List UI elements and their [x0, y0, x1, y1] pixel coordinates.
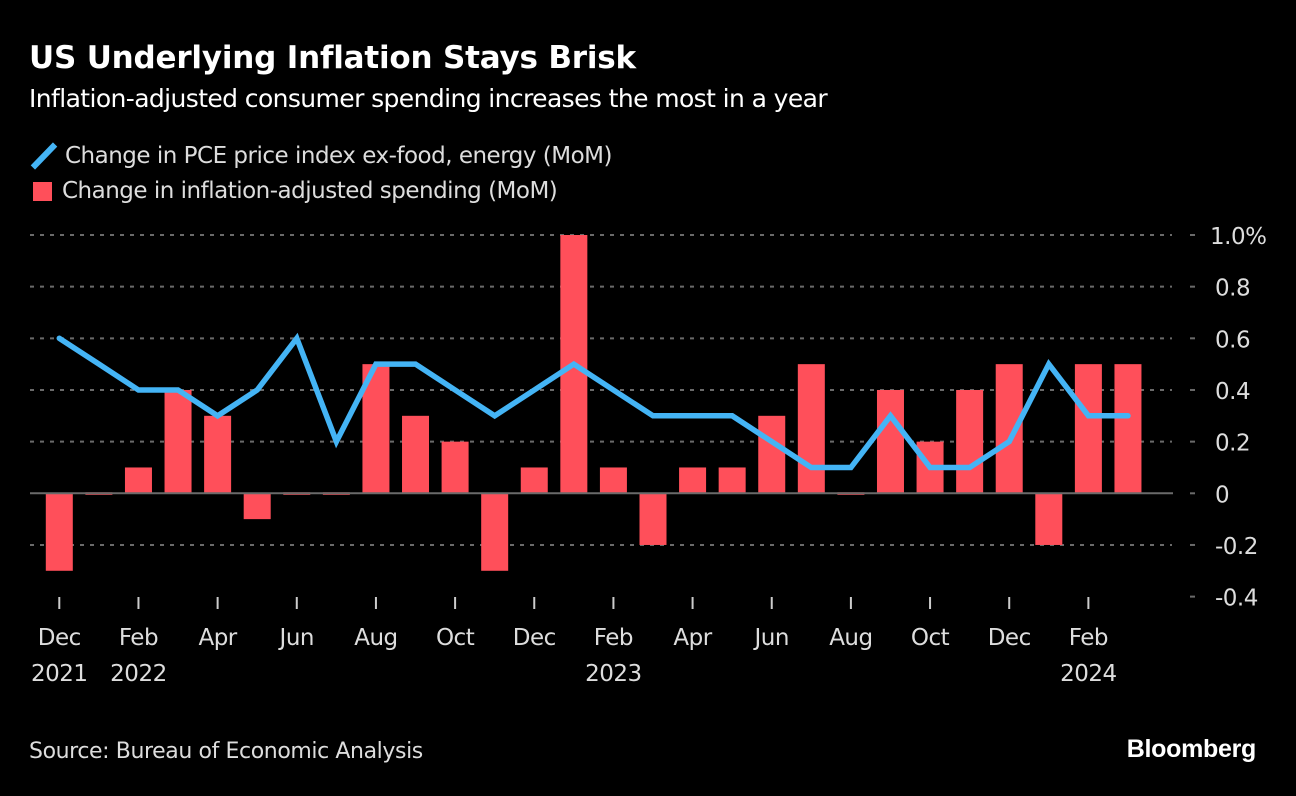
spending-bar [1035, 493, 1063, 545]
y-axis: 1.0% 0.8 0.6 0.4 0.2 0 -0.2 -0.4 [1190, 224, 1267, 612]
legend-item-spending: Change in inflation-adjusted spending (M… [29, 178, 558, 204]
legend-label-spending: Change in inflation-adjusted spending (M… [62, 178, 558, 204]
spending-bar [45, 493, 73, 571]
x-tick-year: 2024 [1060, 661, 1117, 687]
x-tick-label: Aug [829, 625, 872, 651]
x-tick-label: Apr [673, 625, 712, 651]
pce-line [56, 332, 1131, 471]
x-tick-year: 2022 [110, 661, 167, 687]
x-tick-year: 2021 [31, 661, 88, 687]
x-tick-label: Jun [753, 625, 789, 651]
spending-bar [718, 467, 746, 494]
source-note: Source: Bureau of Economic Analysis [29, 739, 423, 764]
x-tick-year: 2023 [585, 661, 642, 687]
legend-item-pce: Change in PCE price index ex-food, energ… [29, 142, 613, 170]
y-tick-label: 0.6 [1215, 327, 1250, 353]
spending-bar [679, 467, 707, 494]
x-tick-label: Dec [513, 625, 556, 651]
spending-bar [520, 467, 548, 494]
spending-bar [639, 493, 667, 545]
x-axis: Dec 2021 Feb 2022 Apr Jun Aug Oct Dec Feb 2023 Apr J… [31, 597, 1117, 687]
spending-bar [599, 467, 627, 494]
y-tick-label: -0.4 [1215, 586, 1258, 612]
spending-bar [124, 467, 152, 494]
spending-bar [402, 415, 430, 494]
spending-bar [204, 415, 232, 494]
y-tick-label: 1.0% [1210, 224, 1266, 250]
legend-label-pce: Change in PCE price index ex-food, energ… [65, 143, 613, 169]
y-tick-label: -0.2 [1215, 534, 1258, 560]
spending-bars [45, 235, 1142, 571]
x-tick-label: Feb [1069, 625, 1108, 651]
spending-bar [876, 389, 904, 494]
x-tick-label: Oct [436, 625, 475, 651]
spending-bar [164, 389, 192, 494]
x-tick-label: Jun [278, 625, 314, 651]
x-tick-label: Aug [354, 625, 397, 651]
spending-bar [1074, 364, 1102, 494]
y-tick-label: 0.2 [1215, 431, 1250, 457]
pce-line-series [56, 332, 1131, 471]
x-tick-label: Feb [594, 625, 633, 651]
bloomberg-logo: Bloomberg [1126, 735, 1257, 763]
spending-bar [797, 364, 825, 494]
spending-bar [1114, 364, 1142, 494]
spending-bar [441, 441, 469, 494]
x-tick-label: Dec [988, 625, 1031, 651]
y-tick-label: 0.4 [1215, 379, 1250, 405]
chart-title: US Underlying Inflation Stays Brisk [29, 40, 636, 76]
y-tick-label: 0.8 [1215, 276, 1250, 302]
spending-bar [481, 493, 509, 571]
x-tick-label: Apr [198, 625, 237, 651]
spending-bar [956, 389, 984, 494]
spending-bar [758, 415, 786, 494]
x-tick-label: Feb [119, 625, 158, 651]
chart-subtitle: Inflation-adjusted consumer spending inc… [29, 84, 828, 113]
x-tick-label: Dec [38, 625, 81, 651]
square-icon [33, 181, 52, 201]
x-tick-label: Oct [911, 625, 950, 651]
y-tick-label: 0 [1215, 482, 1229, 508]
spending-bar [243, 493, 271, 520]
